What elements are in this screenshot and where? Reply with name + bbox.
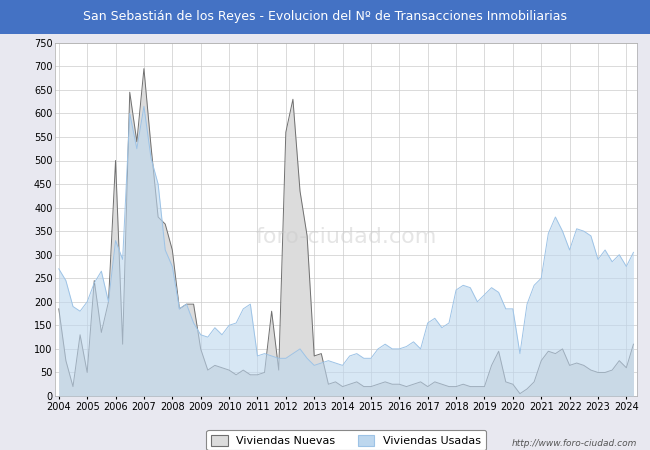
Text: http://www.foro-ciudad.com: http://www.foro-ciudad.com [512, 439, 637, 448]
Text: foro-ciudad.com: foro-ciudad.com [255, 227, 437, 247]
Legend: Viviendas Nuevas, Viviendas Usadas: Viviendas Nuevas, Viviendas Usadas [207, 430, 486, 450]
Text: San Sebastián de los Reyes - Evolucion del Nº de Transacciones Inmobiliarias: San Sebastián de los Reyes - Evolucion d… [83, 10, 567, 23]
